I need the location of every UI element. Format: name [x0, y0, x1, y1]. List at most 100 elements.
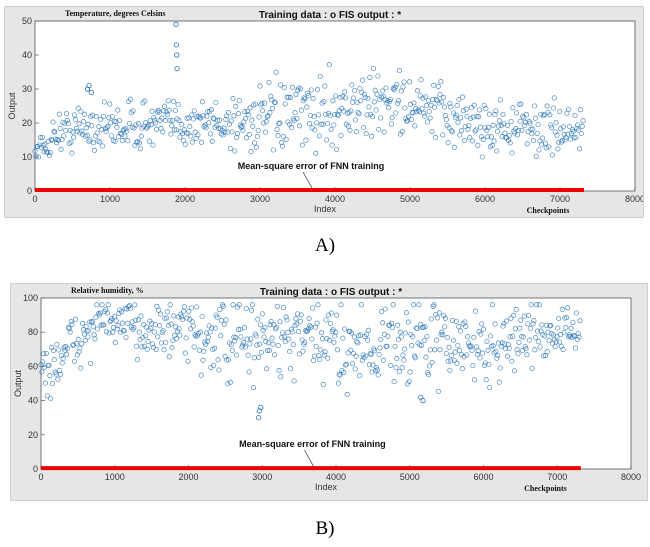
c0-training-point	[182, 141, 188, 147]
c0-training-point	[467, 135, 473, 141]
c0-training-point	[318, 121, 324, 127]
c0-training-point	[37, 135, 43, 141]
c1-training-point	[68, 319, 74, 325]
c0-training-point	[255, 127, 261, 134]
c0-training-point	[294, 115, 300, 121]
c1-training-point	[531, 318, 537, 324]
c0-training-point	[326, 62, 332, 68]
c1-training-point	[533, 334, 539, 341]
c0-training-point	[353, 129, 359, 135]
c1-training-point	[297, 318, 303, 325]
c1-training-point	[139, 344, 145, 350]
c0-training-point	[491, 138, 497, 144]
c1-training-point	[334, 312, 340, 318]
c0-training-point	[149, 108, 155, 114]
c0-training-point	[72, 117, 79, 123]
c1-training-point	[365, 327, 372, 333]
c1-training-point	[43, 350, 49, 356]
c0-training-point	[213, 99, 219, 106]
c0-training-point	[153, 120, 159, 126]
c0-training-point	[79, 128, 85, 134]
c0-training-point	[123, 126, 129, 132]
c0-training-point	[280, 134, 286, 140]
c0-training-point	[497, 97, 503, 103]
c1-training-point	[429, 359, 435, 365]
c1-training-point	[144, 346, 150, 352]
c0-training-point	[423, 94, 429, 100]
c1-training-point	[496, 379, 502, 385]
c1-training-point	[194, 304, 200, 310]
c1-training-point	[517, 325, 523, 331]
c1-training-point	[525, 321, 531, 327]
c1-training-point	[188, 305, 194, 311]
c0-training-point	[47, 149, 53, 156]
c0-training-point	[455, 119, 461, 125]
c1-training-point	[395, 322, 401, 328]
c1-training-point	[513, 307, 519, 313]
c0-training-point	[292, 110, 298, 116]
c0-training-point	[549, 124, 555, 130]
c1-training-point	[289, 329, 295, 335]
c0-training-point	[516, 101, 522, 107]
c1-x-tick-label-0: 0	[38, 472, 43, 482]
c1-training-point	[401, 357, 407, 363]
c0-training-point	[126, 120, 133, 126]
c0-training-point	[259, 100, 265, 106]
c0-training-point	[274, 126, 280, 132]
c0-training-point	[361, 91, 367, 98]
c0-training-point	[271, 99, 277, 105]
c1-training-point	[504, 353, 510, 359]
c1-training-point	[556, 315, 562, 322]
c0-training-point	[448, 104, 454, 110]
c0-training-point	[122, 133, 128, 139]
c0-training-point	[167, 117, 173, 123]
c1-training-point	[534, 302, 540, 308]
c1-training-point	[500, 323, 506, 329]
c1-training-point	[350, 350, 356, 356]
c1-training-point	[376, 351, 382, 358]
c1-training-point	[407, 369, 413, 375]
c1-training-point	[438, 331, 444, 338]
c0-training-point	[81, 111, 88, 117]
c1-training-point	[293, 316, 299, 322]
c1-training-point	[364, 331, 370, 337]
c0-x-tick-label-0: 0	[32, 194, 37, 204]
c1-training-point	[138, 313, 144, 319]
c1-training-point	[394, 356, 400, 362]
c1-training-point	[375, 372, 381, 378]
c1-training-point	[180, 316, 186, 323]
c1-training-point	[80, 320, 86, 326]
c0-training-point	[300, 98, 306, 104]
c1-training-point	[535, 339, 541, 345]
c1-training-point	[132, 302, 138, 308]
c0-training-point	[401, 79, 407, 85]
c1-training-point	[457, 328, 464, 334]
c1-training-point	[331, 339, 337, 345]
c0-training-point	[278, 82, 284, 88]
c0-training-point	[117, 130, 124, 136]
c0-training-point	[369, 133, 375, 139]
c1-training-point	[465, 334, 471, 340]
c1-training-point	[410, 334, 416, 340]
c0-training-point	[176, 117, 182, 123]
c1-training-point	[470, 363, 476, 369]
c0-training-point	[236, 98, 242, 104]
c1-training-point	[537, 344, 543, 350]
c0-training-point	[261, 100, 268, 106]
c1-training-point	[325, 355, 331, 361]
c0-training-point	[562, 137, 568, 143]
c1-training-point	[208, 364, 214, 370]
c0-training-point	[469, 138, 475, 144]
c1-training-point	[379, 309, 385, 315]
c1-training-point	[164, 315, 170, 321]
c1-training-point	[123, 334, 129, 340]
c0-training-point	[508, 118, 514, 125]
c0-training-point	[445, 140, 451, 146]
c0-training-point	[538, 111, 544, 117]
c1-training-point	[181, 304, 187, 310]
c0-training-point	[235, 111, 241, 117]
c0-training-point	[306, 121, 313, 127]
c0-training-point	[360, 124, 367, 131]
c0-training-point	[515, 128, 521, 134]
c1-training-point	[380, 320, 386, 326]
